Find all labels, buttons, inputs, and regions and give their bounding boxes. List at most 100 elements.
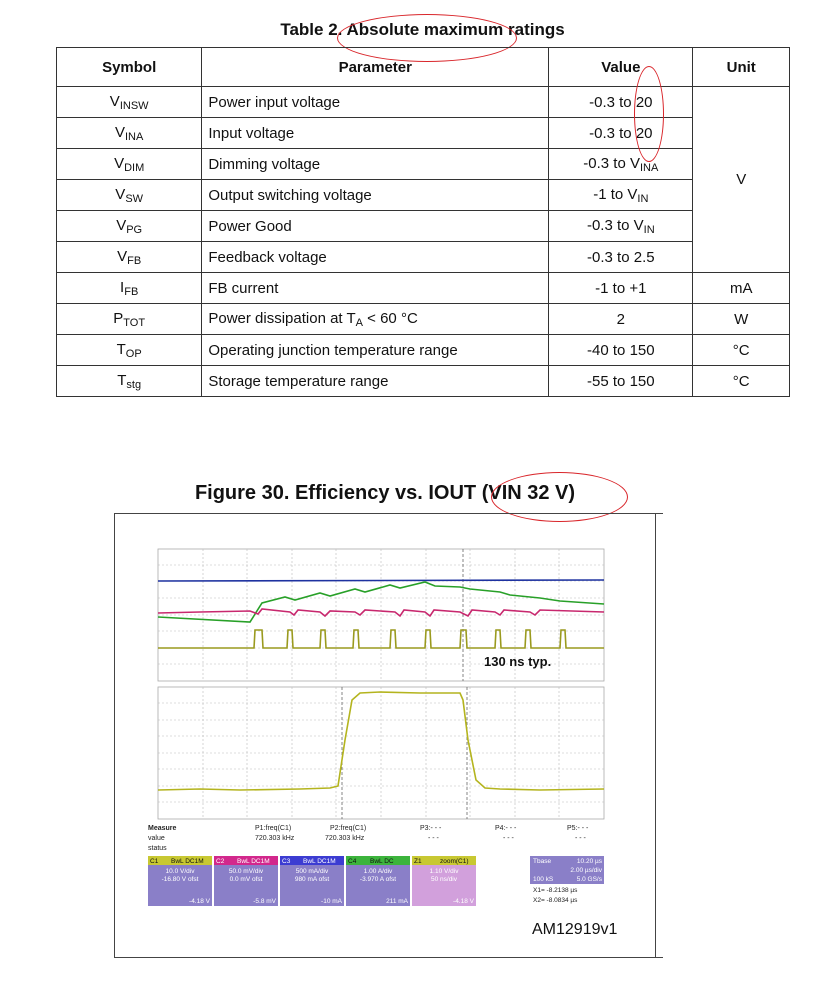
parameter-cell: Input voltage xyxy=(201,117,550,149)
measure-value-p1: 720.303 kHz xyxy=(255,835,295,842)
parameter-cell: Power input voltage xyxy=(201,86,550,118)
timebase-label: Tbase xyxy=(533,858,551,865)
channel-c1-mode: BwL DC1M xyxy=(171,858,204,865)
channel-c2-id: C2 xyxy=(216,858,225,865)
annotation-text: 130 ns typ. xyxy=(484,654,551,669)
channel-c4-delta: 211 mA xyxy=(386,898,409,905)
measure-label: Measure xyxy=(148,825,177,832)
channel-c1-line1: 10.0 V/div xyxy=(166,868,196,875)
channel-z1-mode: zoom(C1) xyxy=(440,858,469,865)
parameter-cell: FB current xyxy=(201,272,550,304)
channel-c1-id: C1 xyxy=(150,858,159,865)
measure-value-p5: - - - xyxy=(575,835,587,842)
parameter-cell: Dimming voltage xyxy=(201,148,550,180)
channel-z1-line2: 50 ns/div xyxy=(431,876,458,883)
value-cell: -55 to 150 xyxy=(548,365,694,397)
symbol-cell: VINA xyxy=(55,117,203,149)
channel-boxes: C1 BwL DC1M 10.0 V/div -16.80 V ofst -4.… xyxy=(148,856,604,906)
table-row: Tstg Storage temperature range -55 to 15… xyxy=(55,365,790,397)
channel-c1-line2: -16.80 V ofst xyxy=(162,876,199,883)
measure-param-p2: P2:freq(C1) xyxy=(330,825,366,832)
symbol-cell: Tstg xyxy=(55,365,203,397)
figure-code: AM12919v1 xyxy=(532,921,618,938)
channel-c4-line1: 1.00 A/div xyxy=(364,868,393,875)
timebase-samples: 100 kS xyxy=(533,876,554,883)
table-row: VPG Power Good -0.3 to VIN xyxy=(55,210,790,242)
measure-param-p3: P3:- - - xyxy=(420,825,442,832)
channel-z1-line1: 1.10 V/div xyxy=(430,868,460,875)
channel-c3-line1: 500 mA/div xyxy=(296,868,329,875)
parameter-cell: Operating junction temperature range xyxy=(201,334,550,366)
channel-box-c2-header xyxy=(214,856,278,865)
symbol-cell: VPG xyxy=(55,210,203,242)
unit-cell-merged: V xyxy=(692,86,790,273)
measure-param-p4: P4:- - - xyxy=(495,825,517,832)
timebase-rate: 5.0 GS/s xyxy=(577,876,603,883)
channel-box-c3-header xyxy=(280,856,344,865)
table-row: VDIM Dimming voltage -0.3 to VINA xyxy=(55,148,790,180)
channel-c2-line1: 50.0 mV/div xyxy=(229,868,264,875)
table-row: VINSW Power input voltage -0.3 to 20 V xyxy=(55,86,790,273)
oscilloscope-figure xyxy=(114,513,663,958)
channel-c2-line2: 0.0 mV ofst xyxy=(230,876,263,883)
channel-box-c4-header xyxy=(346,856,410,865)
trace-c1-yellow xyxy=(158,629,604,649)
channel-c3-line2: 980 mA ofst xyxy=(295,876,330,883)
table-row: VSW Output switching voltage -1 to VIN xyxy=(55,179,790,211)
timebase-div: 2.00 µs/div xyxy=(570,867,602,874)
value-cell: -0.3 to 20 xyxy=(548,86,694,118)
measure-param-p1: P1:freq(C1) xyxy=(255,825,291,832)
table-row: TOP Operating junction temperature range… xyxy=(55,334,790,366)
table-row: IFB FB current -1 to +1 mA xyxy=(55,272,790,304)
header-value: Value xyxy=(548,47,694,87)
channel-c4-id: C4 xyxy=(348,858,357,865)
channel-c3-mode: BwL DC1M xyxy=(303,858,336,865)
symbol-cell: IFB xyxy=(55,272,203,304)
measure-value-p2: 720.303 kHz xyxy=(325,835,365,842)
channel-c4-line2: -3.970 A ofst xyxy=(360,876,396,883)
value-cell: -0.3 to VINA xyxy=(548,148,694,180)
measure-value-p4: - - - xyxy=(503,835,515,842)
trace-z1-zoom xyxy=(157,691,605,791)
channel-c2-mode: BwL DC1M xyxy=(237,858,270,865)
value-cell: -40 to 150 xyxy=(548,334,694,366)
unit-cell: °C xyxy=(692,365,790,397)
top-panel-grid xyxy=(158,549,604,681)
table-row: VINA Input voltage -0.3 to 20 xyxy=(55,117,790,149)
parameter-cell: Power Good xyxy=(201,210,550,242)
channel-c4-mode: BwL DC xyxy=(370,858,394,865)
table-header-row: Symbol Parameter Value Unit xyxy=(55,47,790,87)
measure-status-label: status xyxy=(148,845,167,852)
figure-border-right xyxy=(655,514,656,957)
value-cell: -1 to +1 xyxy=(548,272,694,304)
trace-c3-blue xyxy=(157,579,605,582)
zoom-panel-grid xyxy=(158,687,604,819)
symbol-cell: TOP xyxy=(55,334,203,366)
measure-section: Measure value status P1:freq(C1) 720.303… xyxy=(148,825,589,852)
table-title: Table 2. Absolute maximum ratings xyxy=(280,20,565,39)
value-cell: -0.3 to 2.5 xyxy=(548,241,694,273)
channel-c1-delta: -4.18 V xyxy=(189,898,211,905)
channel-z1-id: Z1 xyxy=(414,858,422,865)
symbol-cell: VINSW xyxy=(55,86,203,118)
figure-title: Figure 30. Efficiency vs. IOUT (VIN 32 V… xyxy=(194,482,576,504)
measure-value-label: value xyxy=(148,835,165,842)
cursor-x2-readout: X2= -8.0834 µs xyxy=(533,897,578,904)
header-symbol: Symbol xyxy=(55,47,203,87)
measure-param-p5: P5:- - - xyxy=(567,825,589,832)
symbol-cell: VSW xyxy=(55,179,203,211)
cursor-x1-readout: X1= -8.2138 µs xyxy=(533,887,578,894)
table-row: VFB Feedback voltage -0.3 to 2.5 xyxy=(55,241,790,273)
channel-box-z1-header xyxy=(412,856,476,865)
channel-c2-delta: -5.8 mV xyxy=(253,898,276,905)
unit-cell: °C xyxy=(692,334,790,366)
unit-cell: W xyxy=(692,303,790,335)
timebase-value: 10.20 µs xyxy=(577,858,603,865)
value-cell: -1 to VIN xyxy=(548,179,694,211)
value-cell: -0.3 to VIN xyxy=(548,210,694,242)
trace-c2-magenta xyxy=(157,608,605,618)
channel-c3-id: C3 xyxy=(282,858,291,865)
header-parameter: Parameter xyxy=(201,47,550,87)
symbol-cell: VDIM xyxy=(55,148,203,180)
